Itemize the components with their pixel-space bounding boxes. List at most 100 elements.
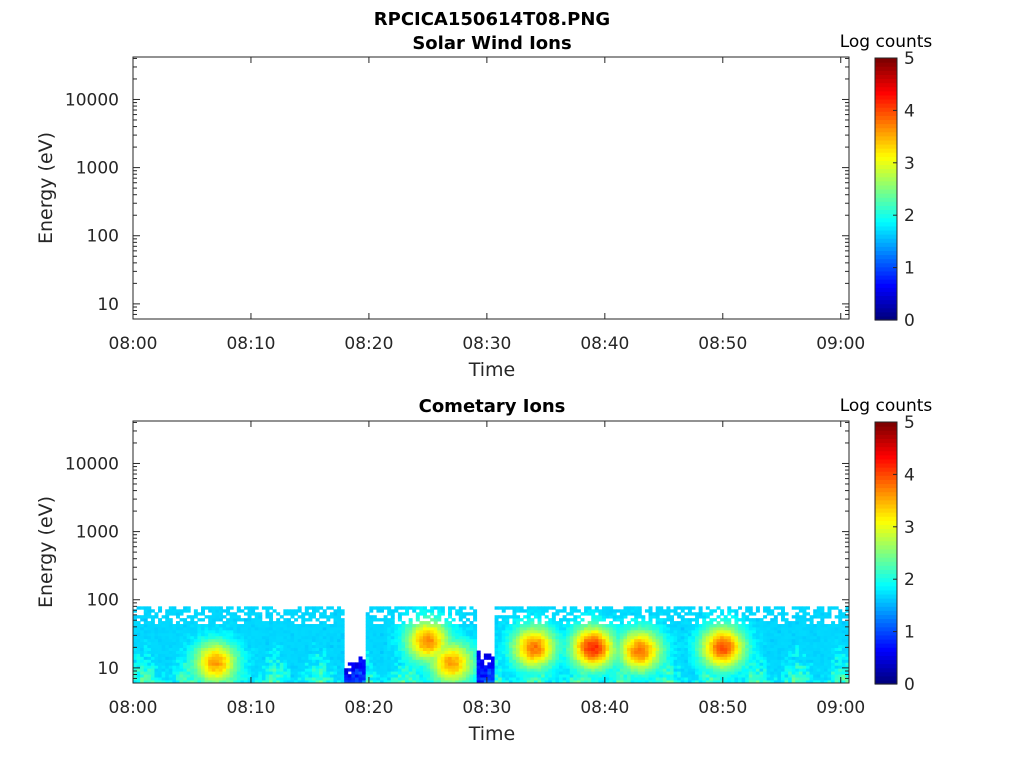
heatmap-cell xyxy=(376,624,381,628)
heatmap-cell xyxy=(730,680,735,684)
heatmap-cell xyxy=(186,626,191,631)
heatmap-cell xyxy=(158,647,163,651)
heatmap-cell xyxy=(286,612,291,616)
heatmap-cell xyxy=(372,674,377,678)
heatmap-cell xyxy=(691,680,696,684)
heatmap-cell xyxy=(286,641,291,646)
heatmap-cell xyxy=(415,644,420,649)
heatmap-cell xyxy=(226,680,231,684)
heatmap-cell xyxy=(204,635,209,640)
heatmap-cell xyxy=(394,609,399,613)
heatmap-cell xyxy=(816,635,821,640)
heatmap-cell xyxy=(505,668,510,672)
heatmap-cell xyxy=(369,671,374,675)
heatmap-cell xyxy=(612,638,617,643)
heatmap-cell xyxy=(587,624,592,628)
heatmap-cell xyxy=(723,647,728,651)
heatmap-cell xyxy=(788,632,793,637)
heatmap-cell xyxy=(680,665,685,669)
heatmap-cell xyxy=(247,629,252,634)
heatmap-cell xyxy=(448,668,453,672)
heatmap-cell xyxy=(269,650,274,654)
heatmap-cell xyxy=(612,677,617,681)
heatmap-cell xyxy=(505,632,510,637)
heatmap-cell xyxy=(533,671,538,675)
heatmap-cell xyxy=(576,662,581,666)
heatmap-cell xyxy=(505,606,510,610)
heatmap-cell xyxy=(376,668,381,672)
heatmap-cell xyxy=(304,644,309,649)
heatmap-cell xyxy=(523,624,528,628)
heatmap-cell xyxy=(383,671,388,675)
heatmap-cell xyxy=(634,615,639,619)
heatmap-cell xyxy=(752,624,757,628)
heatmap-cell xyxy=(272,668,277,672)
heatmap-cell xyxy=(179,641,184,646)
heatmap-cell xyxy=(616,665,621,669)
heatmap-cell xyxy=(444,650,449,654)
heatmap-cell xyxy=(405,650,410,654)
heatmap-cell xyxy=(687,662,692,666)
heatmap-cell xyxy=(208,677,213,681)
heatmap-cell xyxy=(469,665,474,669)
heatmap-cell xyxy=(512,677,517,681)
heatmap-cell xyxy=(601,612,606,616)
heatmap-cell xyxy=(537,641,542,646)
heatmap-cell xyxy=(165,653,170,657)
heatmap-cell xyxy=(165,662,170,666)
heatmap-cell xyxy=(745,618,750,622)
heatmap-cell xyxy=(609,612,614,616)
heatmap-cell xyxy=(788,638,793,643)
heatmap-cell xyxy=(587,650,592,654)
colorbar-segment xyxy=(875,491,897,497)
heatmap-cell xyxy=(609,647,614,651)
heatmap-cell xyxy=(387,606,392,610)
heatmap-cell xyxy=(541,644,546,649)
heatmap-cell xyxy=(562,609,567,613)
heatmap-cell xyxy=(512,638,517,643)
heatmap-cell xyxy=(326,641,331,646)
heatmap-cell xyxy=(197,624,202,628)
heatmap-cell xyxy=(422,656,427,660)
heatmap-cell xyxy=(201,671,205,675)
colorbar-frame xyxy=(874,421,898,685)
heatmap-cell xyxy=(752,650,757,654)
heatmap-cell xyxy=(422,677,427,681)
heatmap-cell xyxy=(601,629,606,634)
heatmap-cell xyxy=(362,668,367,672)
heatmap-cell xyxy=(494,680,499,684)
heatmap-cell xyxy=(208,650,213,654)
heatmap-cell xyxy=(705,624,710,628)
heatmap-cell xyxy=(158,677,163,681)
heatmap-cell xyxy=(501,606,506,610)
heatmap-cell xyxy=(211,612,216,616)
heatmap-cell xyxy=(462,635,467,640)
colorbar-segment xyxy=(875,602,897,607)
heatmap-cell xyxy=(329,653,334,657)
heatmap-cell xyxy=(691,656,696,660)
heatmap-cell xyxy=(179,668,184,672)
heatmap-cell xyxy=(218,606,223,610)
heatmap-cell xyxy=(609,632,614,637)
heatmap-cell xyxy=(551,668,556,672)
heatmap-cell xyxy=(322,662,327,666)
heatmap-cell xyxy=(276,612,281,616)
heatmap-cell xyxy=(133,644,137,649)
heatmap-cell xyxy=(390,632,395,637)
heatmap-cell xyxy=(734,671,739,675)
heatmap-cell xyxy=(512,644,517,649)
heatmap-cell xyxy=(709,665,714,669)
heatmap-cell xyxy=(415,635,420,640)
heatmap-cell xyxy=(627,638,632,643)
heatmap-cell xyxy=(537,644,542,649)
heatmap-cell xyxy=(716,629,721,634)
heatmap-cell xyxy=(831,632,836,637)
heatmap-cell xyxy=(419,653,424,657)
heatmap-cell xyxy=(254,612,259,616)
heatmap-cell xyxy=(372,671,377,675)
heatmap-cell xyxy=(609,653,614,657)
heatmap-cell xyxy=(845,665,850,669)
heatmap-cell xyxy=(158,609,163,613)
heatmap-cell xyxy=(655,662,660,666)
heatmap-cell xyxy=(190,638,195,643)
